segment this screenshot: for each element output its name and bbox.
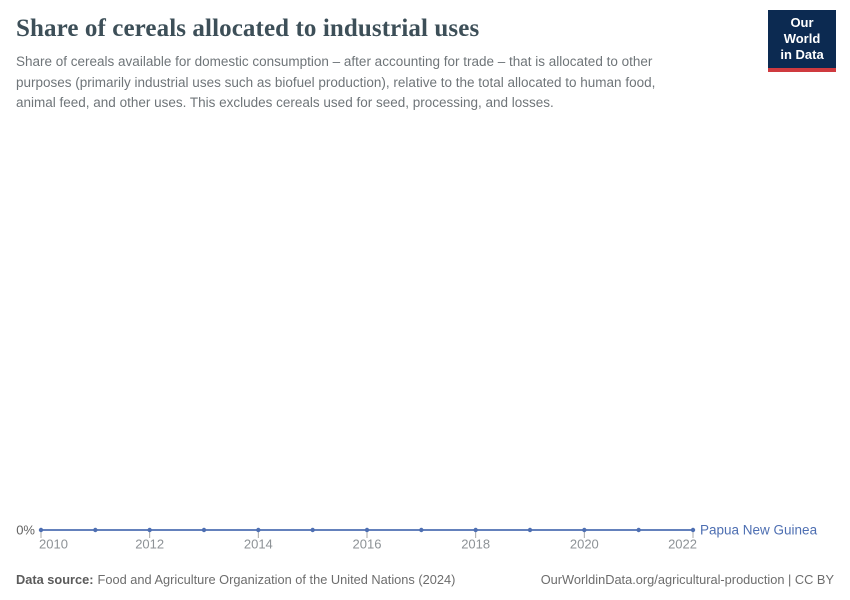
data-point <box>582 527 587 533</box>
chart-footer: Data source: Food and Agriculture Organiz… <box>16 572 834 587</box>
data-point <box>527 527 533 533</box>
x-axis-year-label: 2014 <box>244 537 273 552</box>
data-point <box>147 527 152 533</box>
entity-label[interactable]: Papua New Guinea <box>700 523 818 538</box>
owid-logo-line1: Our World <box>783 15 821 46</box>
owid-logo[interactable]: Our World in Data <box>768 10 836 72</box>
plot-area: 0% 2010 2012 2014 2016 2018 2020 2022 Papua New … <box>0 495 850 557</box>
data-point <box>93 527 98 533</box>
owid-logo-line2: in Data <box>780 47 824 62</box>
x-axis-year-label: 2012 <box>135 537 164 552</box>
x-axis-year-label: 2016 <box>353 537 382 552</box>
data-point <box>473 527 478 533</box>
x-axis-year-label: 2010 <box>39 537 68 552</box>
license-link[interactable]: OurWorldinData.org/agricultural-producti… <box>540 572 834 587</box>
x-axis-year-label: 2022 <box>668 537 697 552</box>
data-point <box>364 527 370 533</box>
data-point <box>419 527 424 533</box>
data-point <box>690 527 696 533</box>
data-point <box>201 527 207 533</box>
data-source-text: Food and Agriculture Organization of the… <box>97 572 456 587</box>
chart-header: Share of cereals allocated to industrial… <box>0 0 850 114</box>
chart-title: Share of cereals allocated to industrial… <box>16 15 480 42</box>
chart-subtitle: Share of cereals available for domestic … <box>16 54 656 110</box>
data-point <box>38 527 44 533</box>
data-point <box>636 527 641 533</box>
x-axis-year-label: 2018 <box>461 537 490 552</box>
data-point <box>256 527 261 533</box>
data-point <box>310 527 315 533</box>
y-axis-label: 0% <box>16 523 35 538</box>
data-source: Data source: Food and Agriculture Organiz… <box>16 572 455 587</box>
x-axis-year-label: 2020 <box>570 537 599 552</box>
data-source-label: Data source: <box>16 572 94 587</box>
